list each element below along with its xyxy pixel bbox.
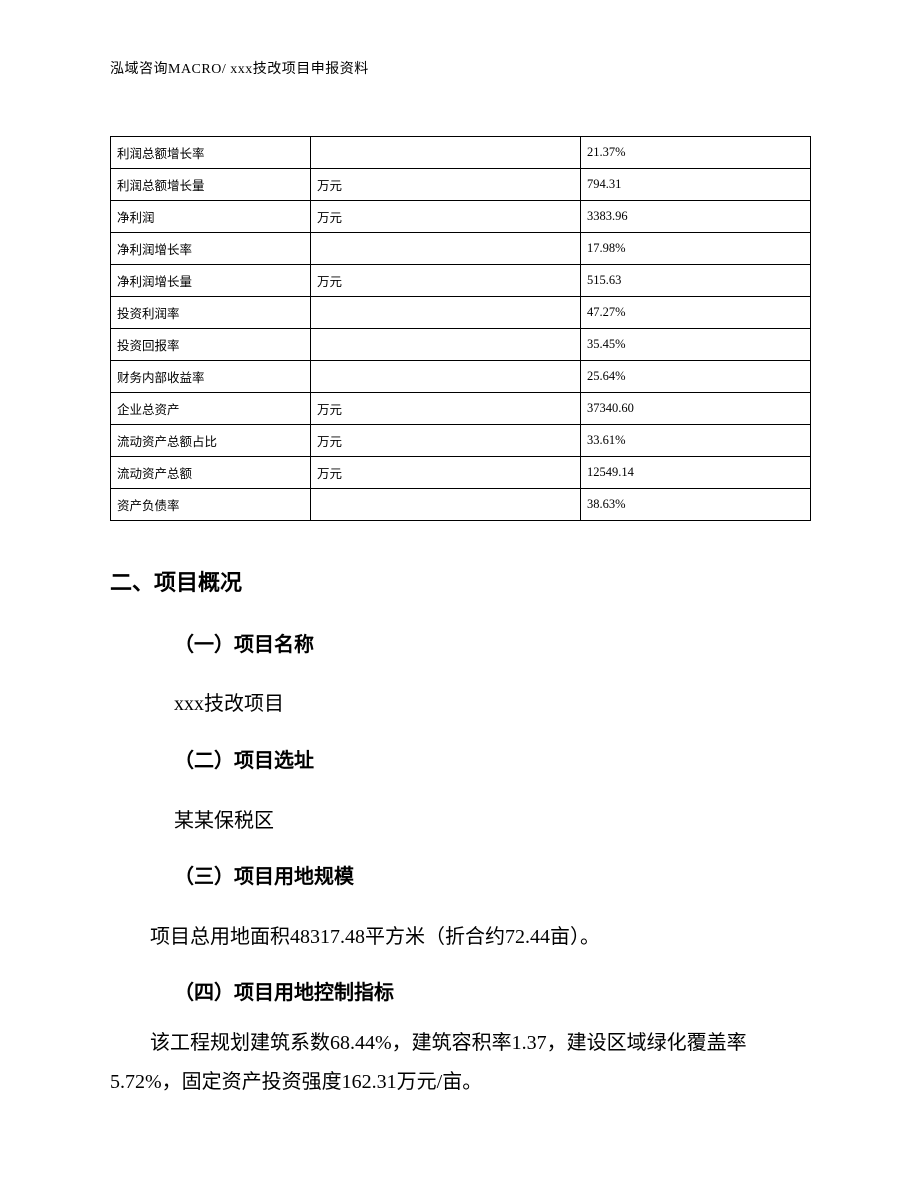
sub-heading-1: （一）项目名称 [174, 628, 314, 657]
cell-value: 37340.60 [581, 393, 811, 425]
cell-name: 利润总额增长率 [111, 137, 311, 169]
body-text-3: 项目总用地面积48317.48平方米（折合约72.44亩）。 [110, 918, 810, 957]
cell-name: 流动资产总额 [111, 457, 311, 489]
table-row: 利润总额增长量 万元 794.31 [111, 169, 811, 201]
cell-value: 12549.14 [581, 457, 811, 489]
table-row: 流动资产总额占比 万元 33.61% [111, 425, 811, 457]
cell-value: 515.63 [581, 265, 811, 297]
table-row: 净利润增长率 17.98% [111, 233, 811, 265]
cell-name: 投资利润率 [111, 297, 311, 329]
cell-value: 794.31 [581, 169, 811, 201]
cell-name: 财务内部收益率 [111, 361, 311, 393]
cell-value: 17.98% [581, 233, 811, 265]
cell-unit [311, 297, 581, 329]
cell-value: 25.64% [581, 361, 811, 393]
cell-unit [311, 489, 581, 521]
cell-unit: 万元 [311, 425, 581, 457]
table-row: 净利润 万元 3383.96 [111, 201, 811, 233]
sub-heading-4: （四）项目用地控制指标 [174, 976, 394, 1005]
cell-name: 投资回报率 [111, 329, 311, 361]
cell-unit: 万元 [311, 265, 581, 297]
cell-unit: 万元 [311, 201, 581, 233]
cell-name: 利润总额增长量 [111, 169, 311, 201]
table-row: 投资利润率 47.27% [111, 297, 811, 329]
cell-unit [311, 329, 581, 361]
table-row: 企业总资产 万元 37340.60 [111, 393, 811, 425]
table-row: 资产负债率 38.63% [111, 489, 811, 521]
cell-value: 33.61% [581, 425, 811, 457]
section-heading: 二、项目概况 [110, 565, 242, 597]
cell-value: 35.45% [581, 329, 811, 361]
cell-name: 资产负债率 [111, 489, 311, 521]
cell-value: 38.63% [581, 489, 811, 521]
cell-value: 3383.96 [581, 201, 811, 233]
sub-heading-3: （三）项目用地规模 [174, 860, 354, 889]
cell-unit: 万元 [311, 393, 581, 425]
cell-name: 净利润增长率 [111, 233, 311, 265]
table-row: 投资回报率 35.45% [111, 329, 811, 361]
body-text-2: 某某保税区 [174, 802, 810, 840]
financial-table: 利润总额增长率 21.37% 利润总额增长量 万元 794.31 净利润 万元 … [110, 136, 811, 521]
cell-value: 47.27% [581, 297, 811, 329]
body-text-4: 该工程规划建筑系数68.44%，建筑容积率1.37，建设区域绿化覆盖率5.72%… [110, 1024, 810, 1102]
sub-heading-2: （二）项目选址 [174, 744, 314, 773]
cell-value: 21.37% [581, 137, 811, 169]
cell-name: 净利润 [111, 201, 311, 233]
cell-unit: 万元 [311, 457, 581, 489]
cell-unit [311, 137, 581, 169]
page-header: 泓域咨询MACRO/ xxx技改项目申报资料 [110, 58, 369, 78]
table-row: 流动资产总额 万元 12549.14 [111, 457, 811, 489]
table-body: 利润总额增长率 21.37% 利润总额增长量 万元 794.31 净利润 万元 … [111, 137, 811, 521]
cell-name: 净利润增长量 [111, 265, 311, 297]
cell-unit [311, 361, 581, 393]
table-row: 利润总额增长率 21.37% [111, 137, 811, 169]
cell-name: 企业总资产 [111, 393, 311, 425]
cell-unit [311, 233, 581, 265]
table-row: 财务内部收益率 25.64% [111, 361, 811, 393]
table-row: 净利润增长量 万元 515.63 [111, 265, 811, 297]
body-text-1: xxx技改项目 [174, 685, 810, 723]
cell-name: 流动资产总额占比 [111, 425, 311, 457]
cell-unit: 万元 [311, 169, 581, 201]
